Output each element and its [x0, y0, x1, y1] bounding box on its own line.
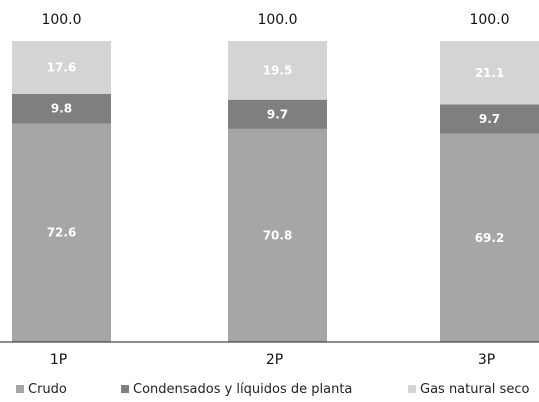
bar-segment-1p-series-1: [12, 93, 111, 124]
legend-label-2: Gas natural seco: [420, 382, 529, 397]
legend-swatch-0: [16, 385, 24, 393]
data-label-2p-series-2: 19.5: [263, 63, 293, 77]
labels-layer: 72.6 9.8 17.6 100.0 1P 70.8 9.7 19.5 100.0 2P 69.2…: [41, 12, 509, 368]
data-label-1p-series-1: 9.8: [51, 102, 72, 116]
legend-label-1: Condensados y líquidos de planta: [133, 382, 352, 397]
total-label-2p: 100.0: [257, 12, 297, 28]
bar-segment-2p-series-0: [228, 128, 327, 342]
bar-segment-3p-series-0: [440, 133, 539, 342]
data-label-1p-series-0: 72.6: [47, 226, 77, 240]
bar-segment-3p-series-2: [440, 41, 539, 105]
bar-segment-1p-series-0: [12, 123, 111, 342]
bar-segment-2p-series-1: [228, 99, 327, 129]
data-label-3p-series-2: 21.1: [475, 66, 505, 80]
data-label-2p-series-0: 70.8: [263, 228, 293, 242]
bars-layer: [12, 41, 539, 342]
legend-swatch-2: [408, 385, 416, 393]
data-label-1p-series-2: 17.6: [47, 60, 77, 74]
legend-swatch-1: [121, 385, 129, 393]
bar-segment-1p-series-2: [12, 41, 111, 94]
data-label-3p-series-1: 9.7: [479, 112, 500, 126]
legend-label-0: Crudo: [28, 382, 67, 397]
total-label-3p: 100.0: [469, 12, 509, 28]
bar-segment-3p-series-1: [440, 104, 539, 134]
data-label-3p-series-0: 69.2: [475, 231, 505, 245]
category-label-1p: 1P: [50, 352, 67, 368]
total-label-1p: 100.0: [41, 12, 81, 28]
data-label-2p-series-1: 9.7: [267, 107, 288, 121]
category-label-2p: 2P: [266, 352, 283, 368]
legend: Crudo Condensados y líquidos de planta Gas…: [16, 382, 529, 397]
category-label-3p: 3P: [478, 352, 495, 368]
bar-segment-2p-series-2: [228, 41, 327, 100]
